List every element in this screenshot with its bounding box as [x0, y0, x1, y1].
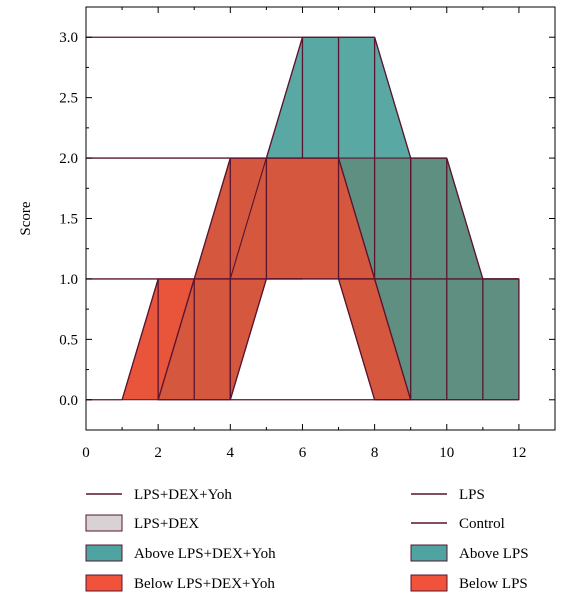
- series-segment: [265, 37, 304, 159]
- x-tick-label: 6: [299, 445, 307, 461]
- fill-regions: [121, 36, 520, 401]
- legend-swatch-box: [410, 544, 448, 562]
- legend-item: Above LPS+DEX+Yoh: [85, 544, 276, 562]
- legend-item: LPS+DEX+Yoh: [86, 487, 232, 503]
- legend-swatch-box: [85, 544, 123, 562]
- series-lines: [86, 36, 520, 401]
- y-tick-label: 1.0: [59, 272, 78, 288]
- series-segment: [193, 157, 231, 280]
- legend-label: Control: [459, 516, 505, 532]
- x-tick-label: 10: [439, 445, 454, 461]
- legend-swatch-box: [85, 514, 123, 532]
- legend-item: LPS+DEX: [85, 514, 199, 532]
- series-segment: [229, 278, 268, 400]
- y-tick-label: 3.0: [59, 30, 78, 46]
- y-tick-label: 0.0: [59, 393, 78, 409]
- legend-label: Above LPS+DEX+Yoh: [134, 546, 276, 562]
- series-segment: [337, 278, 376, 400]
- legend-item: Below LPS+DEX+Yoh: [85, 574, 275, 592]
- axes: 0 2 4 6 8 10 12 0.0 0.5 1.0 1.5 2.0 2.5 3.0: [59, 7, 555, 461]
- legend-label: LPS+DEX+Yoh: [134, 487, 232, 503]
- series-segment: [157, 278, 195, 400]
- y-tick-label: 2.0: [59, 151, 78, 167]
- x-tick-label: 0: [82, 445, 90, 461]
- legend-label: Above LPS: [459, 546, 529, 562]
- legend-item: Below LPS: [410, 574, 528, 592]
- legend-swatch-box: [410, 574, 448, 592]
- x-tick-label: 12: [511, 445, 526, 461]
- legend-item: Control: [411, 516, 505, 532]
- series-segment: [121, 278, 159, 400]
- series-segment: [373, 278, 412, 400]
- x-tick-label: 4: [227, 445, 235, 461]
- legend-item: Above LPS: [410, 544, 529, 562]
- x-tick-label: 8: [371, 445, 379, 461]
- legend-swatch-box: [85, 574, 123, 592]
- series-segment: [446, 157, 484, 280]
- y-tick-label: 0.5: [59, 332, 78, 348]
- y-axis-label: Score: [18, 201, 34, 235]
- series-segment: [337, 157, 376, 280]
- series-segment: [373, 37, 412, 159]
- x-tick-label: 2: [154, 445, 162, 461]
- legend: LPS+DEX+Yoh LPS LPS+DEX Control Above LPS+DE…: [85, 487, 529, 592]
- y-tick-label: 1.5: [59, 212, 78, 228]
- legend-item: LPS: [411, 487, 485, 503]
- legend-label: Below LPS: [459, 576, 528, 592]
- y-tick-label: 2.5: [59, 91, 78, 107]
- legend-label: LPS: [459, 487, 485, 503]
- legend-label: LPS+DEX: [134, 516, 199, 532]
- legend-label: Below LPS+DEX+Yoh: [134, 576, 275, 592]
